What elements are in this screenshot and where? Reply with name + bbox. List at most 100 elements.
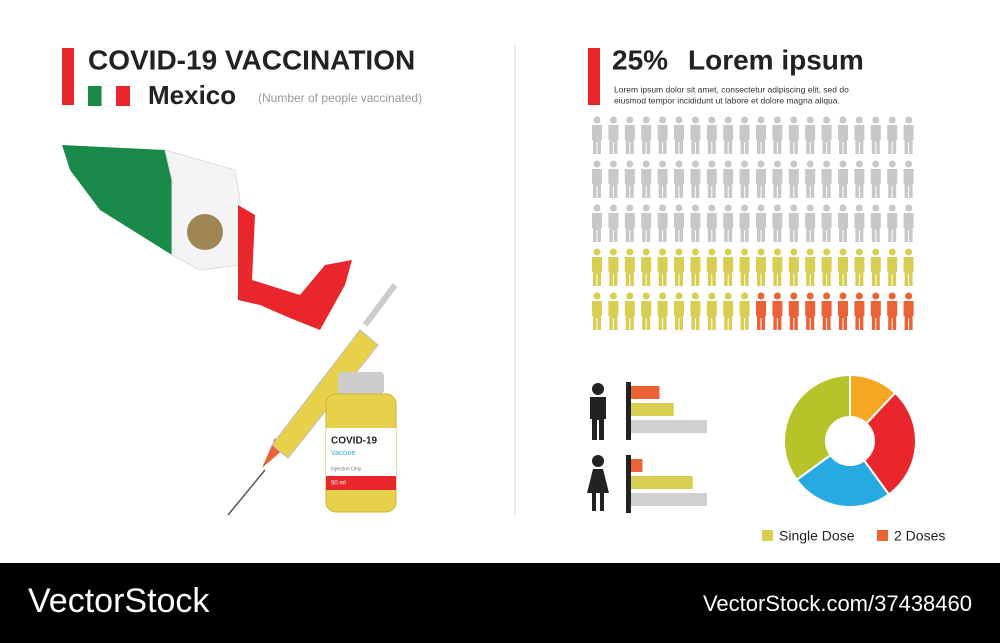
subtitle: (Number of people vaccinated) [258, 91, 422, 105]
person-icon [887, 292, 898, 330]
female-body [587, 469, 609, 511]
person-icon [674, 116, 684, 154]
map-red [238, 205, 352, 330]
person-icon [690, 116, 701, 154]
bar [631, 403, 674, 416]
person-icon [756, 160, 766, 198]
person-icon [870, 204, 881, 242]
person-icon [838, 248, 848, 286]
panel-title: Lorem ipsum [688, 44, 864, 75]
person-icon [870, 116, 881, 154]
pie-slice [783, 373, 851, 482]
person-icon [706, 248, 717, 286]
person-icon [772, 204, 783, 242]
person-icon [706, 204, 717, 242]
person-icon [592, 292, 602, 330]
panel-text: Lorem ipsum dolor sit amet, consectetur … [614, 84, 849, 94]
person-icon [690, 248, 701, 286]
person-icon [624, 160, 635, 198]
bar [631, 459, 643, 472]
person-icon [739, 292, 750, 330]
person-icon [674, 160, 684, 198]
person-icon [854, 160, 865, 198]
person-icon [821, 248, 832, 286]
person-icon [723, 248, 734, 286]
person-icon [903, 204, 914, 242]
person-icon [723, 292, 734, 330]
legend-label: Single Dose [779, 528, 855, 544]
person-icon [887, 160, 898, 198]
syringe-barrel [271, 329, 379, 459]
pie-slice [862, 391, 917, 496]
person-icon [821, 292, 832, 330]
person-icon [805, 204, 816, 242]
person-icon [838, 116, 848, 154]
person-icon [706, 116, 717, 154]
person-icon [756, 204, 766, 242]
person-icon [788, 204, 799, 242]
person-icon [903, 248, 914, 286]
pie-slice [795, 453, 891, 508]
female-icon [587, 455, 609, 511]
person-icon [608, 116, 619, 154]
map-white [164, 149, 241, 271]
person-icon [641, 248, 652, 286]
person-icon [903, 116, 914, 154]
country: Mexico [148, 80, 236, 110]
bar [631, 493, 707, 506]
person-icon [657, 160, 668, 198]
legend-swatch [762, 530, 773, 541]
footer [0, 563, 1000, 643]
vial-stripe [326, 476, 396, 490]
person-icon [657, 292, 668, 330]
person-icon [821, 160, 832, 198]
person-icon [772, 248, 783, 286]
bar-axis [626, 455, 631, 513]
person-icon [854, 248, 865, 286]
person-icon [608, 248, 619, 286]
person-icon [805, 292, 816, 330]
person-icon [788, 292, 799, 330]
person-icon [756, 292, 766, 330]
person-icon [838, 204, 848, 242]
bar [631, 476, 693, 489]
bar [631, 420, 707, 433]
footer-brand: VectorStock [28, 582, 210, 620]
person-icon [854, 204, 865, 242]
person-icon [706, 160, 717, 198]
person-icon [592, 248, 602, 286]
vial-note: Injection Only [331, 466, 362, 472]
panel-text: eiusmod tempor incididunt ut labore et d… [614, 95, 840, 105]
person-icon [674, 292, 684, 330]
person-icon [739, 204, 750, 242]
female-head [592, 455, 604, 467]
person-icon [657, 248, 668, 286]
person-icon [674, 204, 684, 242]
person-icon [690, 160, 701, 198]
person-icon [641, 204, 652, 242]
person-icon [772, 160, 783, 198]
legend-label: 2 Doses [894, 528, 945, 544]
person-icon [690, 204, 701, 242]
legend-swatch [877, 530, 888, 541]
person-icon [706, 292, 717, 330]
person-icon [887, 248, 898, 286]
person-icon [838, 160, 848, 198]
person-icon [624, 116, 635, 154]
person-icon [690, 292, 701, 330]
flag-green [88, 86, 102, 106]
person-icon [870, 160, 881, 198]
person-icon [805, 116, 816, 154]
accent-bar [62, 48, 74, 105]
plunger [362, 283, 398, 327]
person-icon [723, 116, 734, 154]
person-icon [838, 292, 848, 330]
male-icon [590, 383, 606, 440]
person-icon [903, 160, 914, 198]
person-icon [788, 160, 799, 198]
person-icon [592, 116, 602, 154]
person-icon [674, 248, 684, 286]
person-icon [723, 160, 734, 198]
